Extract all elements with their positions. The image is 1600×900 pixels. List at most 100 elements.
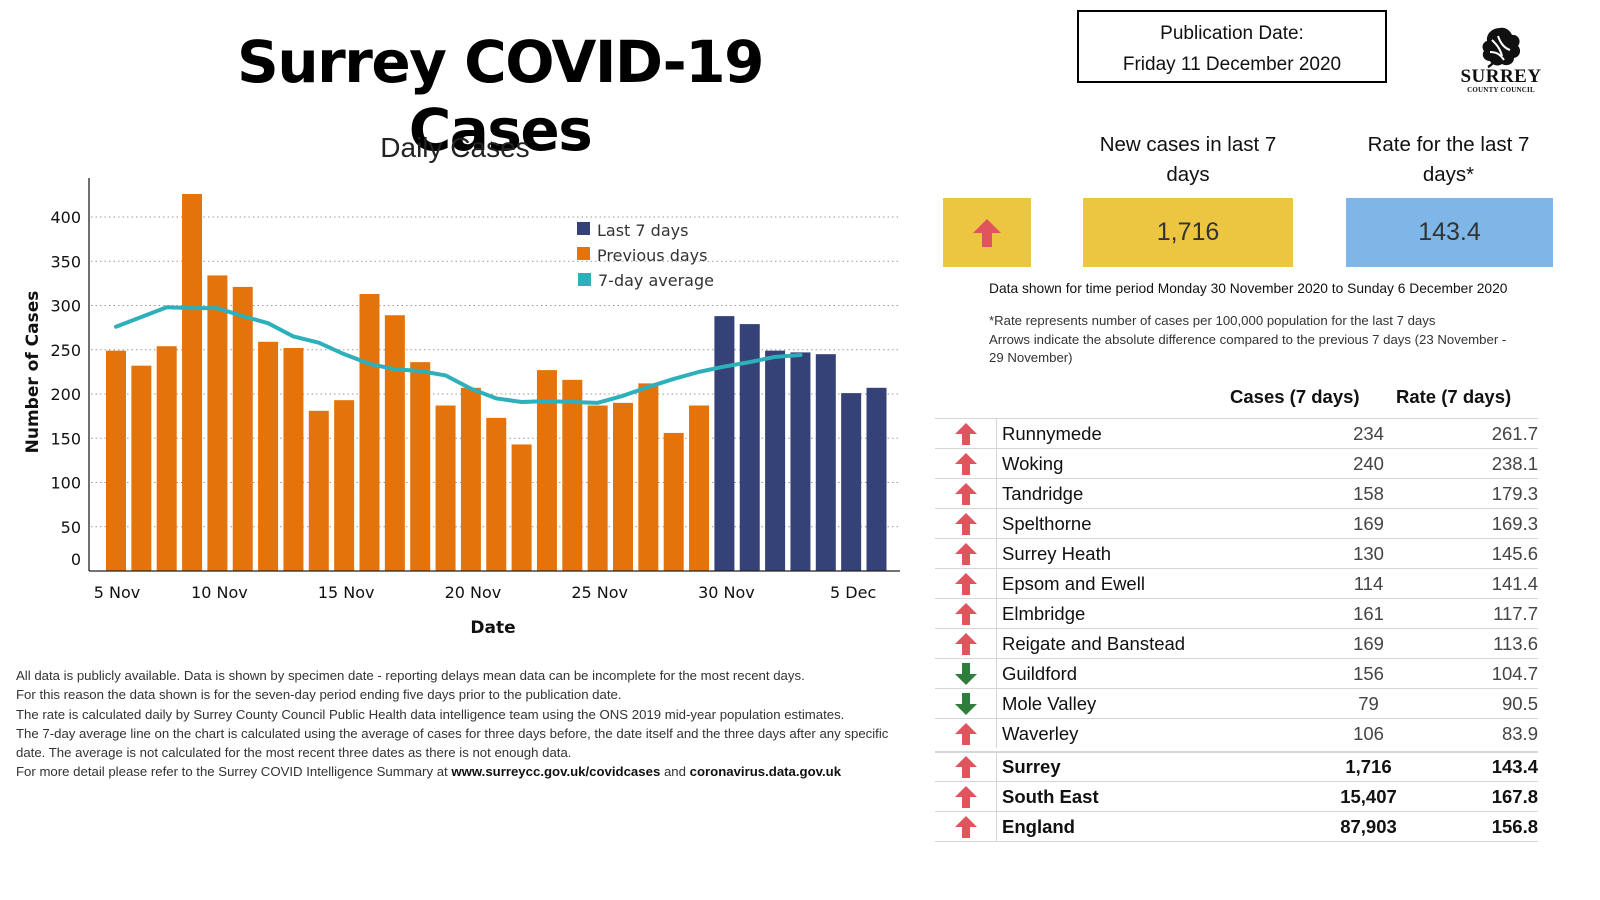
y-tick-label: 250: [50, 341, 81, 360]
y-tick-label: 150: [50, 429, 81, 448]
cases-value: 79: [1358, 692, 1379, 714]
bar-last-7-days[interactable]: 30 Nov: 288: [714, 316, 735, 571]
rate-value: 117.7: [1493, 602, 1538, 624]
page-title: Surrey COVID-19 Cases: [237, 28, 764, 164]
cases-value: 169: [1353, 632, 1384, 654]
bar-previous-days[interactable]: 7 Nov: 232: [131, 365, 152, 571]
bar-previous-days[interactable]: 18 Nov: 236: [410, 362, 431, 571]
footnote-line: All data is publicly available. Data is …: [16, 668, 805, 683]
notes: *Rate represents number of cases per 100…: [989, 312, 1519, 368]
period-text: Data shown for time period Monday 30 Nov…: [989, 281, 1508, 296]
bar-last-7-days[interactable]: 6 Dec: 207: [866, 387, 887, 571]
bar-last-7-days[interactable]: 4 Dec: 245: [815, 354, 836, 571]
bar-previous-days[interactable]: 19 Nov: 187: [435, 405, 456, 571]
bar-previous-days[interactable]: 14 Nov: 181: [308, 410, 329, 571]
column-divider: [996, 689, 997, 718]
new-cases-heading: New cases in last 7 days: [1099, 133, 1277, 186]
y-tick-label: 0: [71, 550, 81, 569]
column-divider: [996, 539, 997, 568]
bar-last-7-days[interactable]: 5 Dec: 201: [841, 393, 862, 571]
trend-cell: [935, 692, 996, 716]
bar-previous-days[interactable]: 23 Nov: 227: [536, 370, 557, 571]
arrow-up-icon: [954, 756, 977, 778]
bar-previous-days[interactable]: 29 Nov: 187: [689, 405, 710, 571]
table-row: Waverley 106 83.9: [935, 718, 1538, 748]
bar-previous-days[interactable]: 25 Nov: 187: [587, 405, 608, 571]
bar-last-7-days[interactable]: 1 Dec: 279: [739, 324, 760, 571]
trend-cell: [935, 755, 996, 779]
trend-cell: [935, 785, 996, 809]
bar-previous-days[interactable]: 27 Nov: 212: [638, 383, 659, 571]
surreycc-link[interactable]: www.surreycc.gov.uk/covidcases: [451, 764, 661, 780]
column-divider: [996, 812, 997, 841]
bar-previous-days[interactable]: 24 Nov: 216: [562, 379, 583, 571]
area-name: Runnymede: [1002, 422, 1102, 444]
bar-previous-days[interactable]: 12 Nov: 259: [258, 341, 279, 571]
column-divider: [996, 599, 997, 628]
area-name: Woking: [1002, 452, 1064, 474]
y-tick-label: 200: [50, 385, 81, 404]
table-row: England 87,903 156.8: [935, 811, 1538, 841]
bar-previous-days[interactable]: 26 Nov: 190: [613, 402, 633, 571]
rate-value: 179.3: [1491, 482, 1538, 504]
bar-previous-days[interactable]: 13 Nov: 252: [283, 347, 304, 571]
x-axis-title: Date: [470, 618, 515, 638]
rate-note: *Rate represents number of cases per 100…: [989, 313, 1436, 328]
arrow-down-icon: [954, 692, 977, 715]
arrow-up-icon: [954, 632, 977, 655]
bar-previous-days[interactable]: 11 Nov: 321: [232, 286, 253, 571]
bar-previous-days[interactable]: 28 Nov: 156: [663, 432, 684, 571]
area-name: Tandridge: [1002, 482, 1084, 504]
rate-value: 238.1: [1491, 452, 1538, 474]
bar-previous-days[interactable]: 22 Nov: 143: [511, 444, 532, 571]
cases-value: 87,903: [1340, 815, 1397, 837]
bar-previous-days[interactable]: 8 Nov: 254: [156, 346, 177, 571]
trend-cell: [935, 512, 996, 536]
chart-legend: Last 7 days Previous days 7-day average: [577, 221, 714, 290]
coronavirus-data-link[interactable]: coronavirus.data.gov.uk: [689, 764, 842, 780]
trend-cell: [935, 572, 996, 596]
logo-subtitle: COUNTY COUNCIL: [1467, 86, 1535, 94]
rate-value: 90.5: [1501, 692, 1538, 714]
table-row: Mole Valley 79 90.5: [935, 688, 1538, 718]
table-row: Guildford 156 104.7: [935, 658, 1538, 688]
bar-previous-days[interactable]: 17 Nov: 289: [384, 315, 405, 571]
bar-previous-days[interactable]: 16 Nov: 313: [359, 293, 380, 571]
arrow-note: Arrows indicate the absolute difference …: [989, 331, 1507, 366]
footnote-line: For more detail please refer to the Surr…: [16, 762, 916, 781]
table-row: Spelthorne 169 169.3: [935, 508, 1538, 538]
arrow-up-icon: [954, 602, 977, 625]
cases-value: 1,716: [1345, 756, 1392, 777]
bar-last-7-days[interactable]: 3 Dec: 247: [790, 352, 811, 571]
district-table: Runnymede 234 261.7 Woking 240 238.1 Tandridge…: [935, 418, 1538, 842]
table-row: Surrey 1,716 143.4: [935, 751, 1538, 781]
cases-value: 15,407: [1340, 785, 1397, 807]
cases-value: 234: [1353, 422, 1384, 444]
bar-previous-days[interactable]: 20 Nov: 207: [460, 387, 481, 571]
rate-value: 156.8: [1491, 815, 1538, 837]
column-divider: [996, 419, 997, 448]
legend-swatch-last-7-days: [577, 222, 590, 235]
column-divider: [996, 629, 997, 658]
column-divider: [996, 753, 997, 781]
rate-value: 261.7: [1491, 422, 1538, 444]
table-row: Tandridge 158 179.3: [935, 478, 1538, 508]
cases-value: 240: [1353, 452, 1384, 474]
new-cases-box: 1,716: [1083, 198, 1293, 267]
bar-previous-days[interactable]: 10 Nov: 334: [207, 275, 228, 571]
bar-previous-days[interactable]: 6 Nov: 249: [106, 350, 126, 571]
rate-value: 167.8: [1491, 785, 1538, 807]
cases-value: 106: [1353, 722, 1384, 744]
rate-value: 143.4: [1418, 218, 1481, 246]
logo-name: SURREY: [1460, 66, 1542, 87]
legend-swatch-7-day-average: [578, 273, 591, 286]
bar-previous-days[interactable]: 15 Nov: 193: [334, 400, 355, 571]
trend-cell: [935, 422, 996, 446]
bar-last-7-days[interactable]: 2 Dec: 249: [765, 350, 786, 571]
y-tick-label: 50: [61, 518, 81, 537]
bar-previous-days[interactable]: 9 Nov: 426: [182, 193, 203, 572]
bar-previous-days[interactable]: 21 Nov: 173: [486, 417, 507, 571]
cases-value: 156: [1353, 662, 1384, 684]
footnote-text: For more detail please refer to the Surr…: [16, 764, 452, 780]
column-divider: [996, 569, 997, 598]
